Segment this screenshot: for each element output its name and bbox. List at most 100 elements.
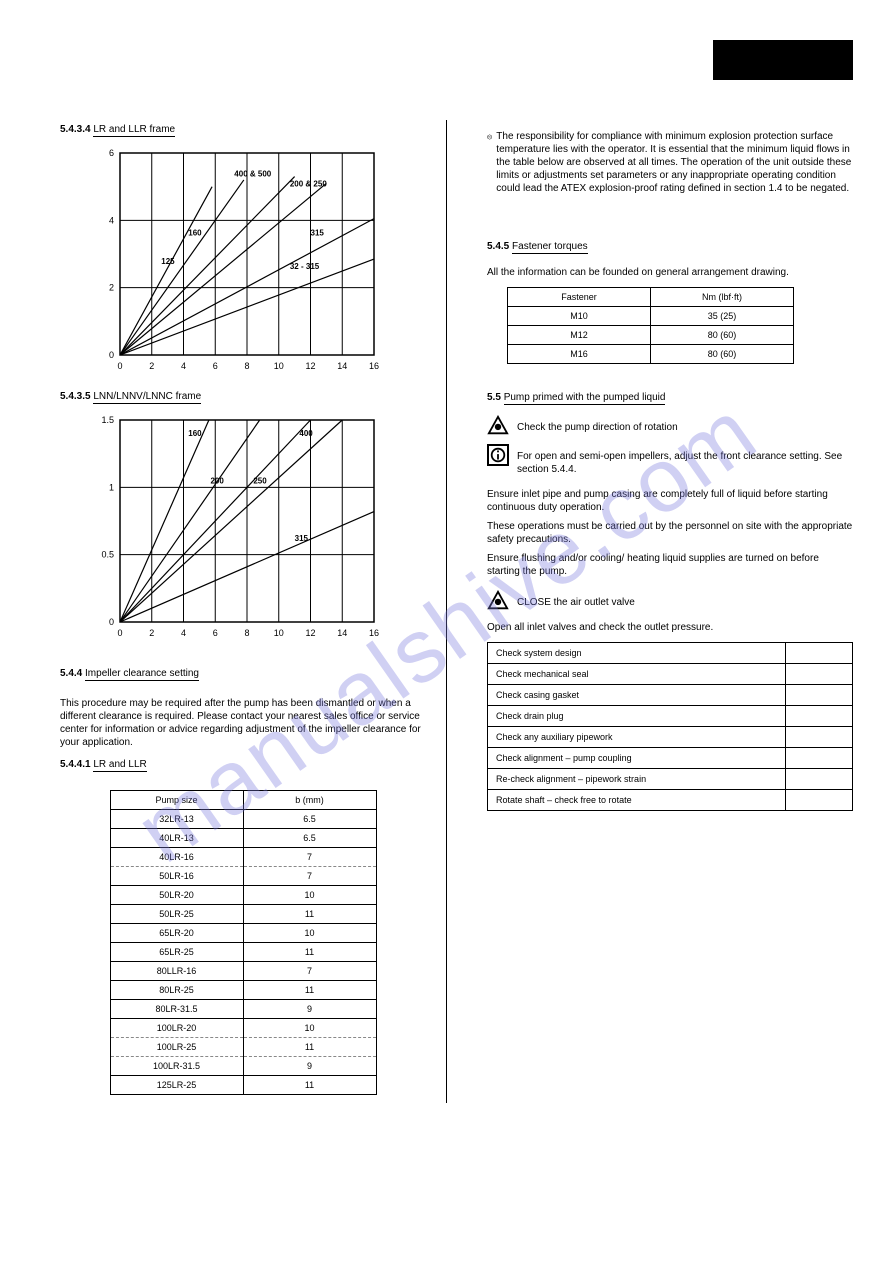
table-row: 40LR-136.5 xyxy=(110,829,376,848)
svg-text:10: 10 xyxy=(274,628,284,638)
info-text: For open and semi-open impellers, adjust… xyxy=(517,450,853,476)
checks-table: Check system designCheck mechanical seal… xyxy=(487,642,853,811)
impeller-para: This procedure may be required after the… xyxy=(60,697,426,749)
svg-text:160: 160 xyxy=(188,429,202,438)
svg-text:8: 8 xyxy=(244,628,249,638)
chart1-title: LR and LLR frame xyxy=(93,124,175,137)
svg-text:315: 315 xyxy=(311,228,325,237)
table-row: M1280 (60) xyxy=(508,326,794,345)
page-root: manualshive.com 5.4.3.4 LR and LLR frame… xyxy=(0,0,893,1263)
warning-triangle-icon xyxy=(487,415,509,437)
right-column: Ex The responsibility for compliance wit… xyxy=(477,120,853,1103)
table-row: 100LR-2511 xyxy=(110,1038,376,1057)
svg-text:0.5: 0.5 xyxy=(101,550,114,560)
impeller-heading: 5.4.4 Impeller clearance setting xyxy=(60,664,426,691)
table-row: 50LR-167 xyxy=(110,867,376,886)
header-badge xyxy=(713,40,853,80)
chart2-wrap: 024681012141600.511.5160200250400315 xyxy=(90,414,426,644)
svg-text:6: 6 xyxy=(109,148,114,158)
torque-title: Fastener torques xyxy=(512,241,588,254)
primed-para2: Open all inlet valves and check the outl… xyxy=(487,621,853,634)
ex-icon: Ex xyxy=(487,124,492,150)
table-row: 65LR-2511 xyxy=(110,943,376,962)
svg-text:32 - 315: 32 - 315 xyxy=(290,262,320,271)
table-row: Check any auxiliary pipework xyxy=(488,727,853,748)
table-row: M1680 (60) xyxy=(508,345,794,364)
svg-text:16: 16 xyxy=(369,361,379,371)
table-row: Rotate shaft – check free to rotate xyxy=(488,790,853,811)
info-row: For open and semi-open impellers, adjust… xyxy=(487,444,853,482)
primed-heading: 5.5 Pump primed with the pumped liquid xyxy=(487,382,853,411)
svg-text:4: 4 xyxy=(109,215,114,225)
svg-text:6: 6 xyxy=(213,361,218,371)
chart2-prefix: 5.4.3.5 xyxy=(60,391,91,402)
torque-table: FastenerNm (lbf·ft)M1035 (25)M1280 (60)M… xyxy=(507,287,794,364)
svg-text:0: 0 xyxy=(109,617,114,627)
svg-text:4: 4 xyxy=(181,628,186,638)
svg-text:2: 2 xyxy=(149,628,154,638)
info-icon xyxy=(487,444,509,466)
svg-text:400 & 500: 400 & 500 xyxy=(234,170,271,179)
table-row: Check drain plug xyxy=(488,706,853,727)
table-row: 40LR-167 xyxy=(110,848,376,867)
table-row: Check system design xyxy=(488,643,853,664)
svg-text:0: 0 xyxy=(117,361,122,371)
table-row: 50LR-2511 xyxy=(110,905,376,924)
chart2-heading: 5.4.3.5 LNN/LNNV/LNNC frame xyxy=(60,387,426,414)
table-row: Check alignment – pump coupling xyxy=(488,748,853,769)
svg-text:1.5: 1.5 xyxy=(101,415,114,425)
lrtable-heading: 5.4.4.1 LR and LLR xyxy=(60,755,426,782)
warn-row: Check the pump direction of rotation xyxy=(487,415,853,440)
chart2-title: LNN/LNNV/LNNC frame xyxy=(93,391,201,404)
svg-text:200: 200 xyxy=(210,476,224,485)
table-row: Re-check alignment – pipework strain xyxy=(488,769,853,790)
impeller-title: Impeller clearance setting xyxy=(85,668,199,681)
svg-text:160: 160 xyxy=(188,228,202,237)
body-paragraph: Ensure flushing and/or cooling/ heating … xyxy=(487,552,853,578)
lrtable-title: LR and LLR xyxy=(93,759,146,772)
table-row: 100LR-2010 xyxy=(110,1019,376,1038)
primed-paragraphs: Ensure inlet pipe and pump casing are co… xyxy=(487,488,853,578)
svg-text:2: 2 xyxy=(109,283,114,293)
body-paragraph: Ensure inlet pipe and pump casing are co… xyxy=(487,488,853,514)
svg-text:14: 14 xyxy=(337,628,347,638)
table-row: Check casing gasket xyxy=(488,685,853,706)
table-row: 80LLR-167 xyxy=(110,962,376,981)
chart2-svg: 024681012141600.511.5160200250400315 xyxy=(90,414,380,644)
svg-text:6: 6 xyxy=(213,628,218,638)
svg-text:315: 315 xyxy=(295,534,309,543)
lr-table: Pump sizeb (mm)32LR-136.540LR-136.540LR-… xyxy=(110,790,377,1095)
table-row: 80LR-2511 xyxy=(110,981,376,1000)
torque-heading: 5.4.5 Fastener torques xyxy=(487,231,853,260)
svg-text:4: 4 xyxy=(181,361,186,371)
table-row: Check mechanical seal xyxy=(488,664,853,685)
warn-text: Check the pump direction of rotation xyxy=(517,421,678,434)
chart1-heading: 5.4.3.4 LR and LLR frame xyxy=(60,120,426,147)
table-row: 32LR-136.5 xyxy=(110,810,376,829)
svg-text:16: 16 xyxy=(369,628,379,638)
svg-text:200 & 250: 200 & 250 xyxy=(290,180,327,189)
chart1-svg: 02468101214160246400 & 500200 & 25016012… xyxy=(90,147,380,377)
torque-prefix: 5.4.5 xyxy=(487,241,509,252)
svg-text:0: 0 xyxy=(109,350,114,360)
svg-text:14: 14 xyxy=(337,361,347,371)
primed-title: Pump primed with the pumped liquid xyxy=(504,392,666,405)
chart1-wrap: 02468101214160246400 & 500200 & 25016012… xyxy=(90,147,426,377)
torque-para: All the information can be founded on ge… xyxy=(487,266,853,279)
svg-text:12: 12 xyxy=(305,628,315,638)
warn2-row: CLOSE the air outlet valve xyxy=(487,590,853,615)
chart1-prefix: 5.4.3.4 xyxy=(60,124,91,135)
left-column: 5.4.3.4 LR and LLR frame 024681012141602… xyxy=(60,120,447,1103)
svg-text:250: 250 xyxy=(253,476,267,485)
svg-text:2: 2 xyxy=(149,361,154,371)
impeller-prefix: 5.4.4 xyxy=(60,668,82,679)
ex-text: The responsibility for compliance with m… xyxy=(496,130,853,195)
ex-block: Ex The responsibility for compliance wit… xyxy=(487,124,853,201)
primed-prefix: 5.5 xyxy=(487,392,501,403)
table-row: 125LR-2511 xyxy=(110,1076,376,1095)
table-row: 80LR-31.59 xyxy=(110,1000,376,1019)
svg-text:10: 10 xyxy=(274,361,284,371)
two-column-layout: 5.4.3.4 LR and LLR frame 024681012141602… xyxy=(60,120,853,1103)
svg-text:0: 0 xyxy=(117,628,122,638)
svg-text:400: 400 xyxy=(299,429,313,438)
